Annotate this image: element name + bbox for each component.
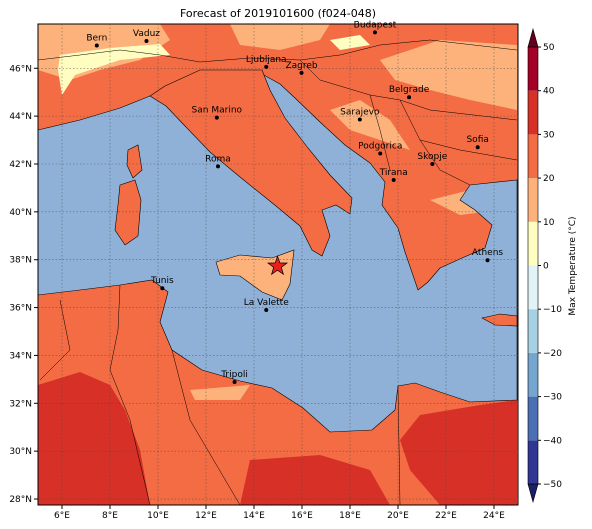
sea (38, 73, 518, 433)
borders (38, 39, 518, 505)
colorbar-segment (528, 265, 538, 310)
title: Forecast of 2019101600 (f024-048) (180, 7, 376, 20)
x-tick-label: 8°E (102, 511, 118, 521)
y-tick-label: 42°N (9, 160, 32, 170)
x-tick-label: 22°E (435, 511, 457, 521)
x-tick-label: 16°E (291, 511, 313, 521)
colorbar-tick-label: 20 (543, 174, 555, 184)
city-label: Belgrade (389, 85, 430, 95)
city-dot (430, 161, 435, 166)
city-dot (391, 178, 396, 183)
city-label: San Marino (192, 106, 243, 116)
colorbar-segment (528, 134, 538, 179)
cool-zone (58, 35, 370, 95)
colorbar-tick-label: −30 (543, 393, 562, 403)
city-dot (232, 379, 237, 384)
colorbar-tick-label: 50 (543, 43, 555, 53)
y-tick-label: 36°N (9, 304, 32, 314)
colorbar-segment (528, 396, 538, 441)
city-dot (216, 164, 220, 169)
city-label: Sarajevo (340, 107, 380, 117)
y-tick-label: 34°N (9, 351, 32, 361)
city-dot (475, 145, 480, 150)
colorbar-segment (528, 221, 538, 266)
y-tick-label: 44°N (9, 112, 32, 122)
corsica (126, 144, 143, 179)
star-marker (266, 255, 289, 276)
y-tick-label: 28°N (9, 495, 32, 505)
city-dot (94, 43, 99, 48)
x-tick-label: 12°E (195, 511, 217, 521)
city-label: Zagreb (285, 61, 317, 71)
colorbar-segment (528, 309, 538, 353)
colorbar-tick-label: 10 (543, 218, 555, 228)
city-label: Vaduz (133, 29, 160, 39)
city-dot (372, 30, 377, 35)
x-tick-label: 14°E (243, 511, 265, 521)
crete (481, 313, 518, 327)
colorbar-label: Max Temperature (°C) (568, 216, 578, 315)
city-label: Athens (472, 248, 503, 258)
city-label: Skopje (417, 152, 447, 162)
colorbar-segment (528, 90, 538, 135)
colorbar-tick-label: −50 (543, 480, 562, 490)
italy (149, 69, 353, 257)
colorbar-tick-label: −10 (543, 305, 562, 315)
city-dot (264, 307, 269, 312)
sardinia (114, 179, 142, 246)
x-tick-label: 18°E (339, 511, 361, 521)
colorbar-under (527, 483, 539, 504)
x-tick-label: 24°E (483, 511, 505, 521)
city-label: Bern (86, 34, 107, 44)
city-dot (144, 38, 149, 43)
map (38, 24, 518, 505)
colorbar-tick-label: 0 (543, 262, 549, 272)
colorbar-tick-label: 30 (543, 130, 555, 140)
y-tick-label: 32°N (9, 399, 32, 409)
city-label: Ljubljana (246, 55, 287, 65)
colorbar-tick-label: −40 (543, 436, 562, 446)
colorbar-segment (528, 47, 538, 91)
colorbar-tick-label: −20 (543, 349, 562, 359)
colorbar-segment (528, 178, 538, 222)
y-tick-label: 40°N (9, 208, 32, 218)
city-label: Tirana (379, 168, 408, 178)
city-label: Podgorica (358, 141, 402, 151)
city-dot (160, 286, 165, 291)
sicily (215, 249, 295, 301)
city-label: Tripoli (220, 370, 248, 380)
y-tick-label: 38°N (9, 256, 32, 266)
hot-zone (38, 372, 517, 505)
colorbar-over (527, 27, 539, 48)
y-tick-label: 30°N (9, 447, 32, 457)
city-label: Sofia (466, 135, 488, 145)
city-dot (378, 151, 383, 156)
city-dot (214, 115, 219, 120)
colorbar-segment (528, 352, 538, 397)
city-dot (357, 117, 362, 122)
city-dot (485, 258, 490, 263)
x-tick-label: 10°E (147, 511, 169, 521)
city-label: Budapest (354, 20, 397, 30)
city-label: Tunis (150, 276, 174, 286)
city-dot (264, 64, 269, 69)
city-dot (407, 95, 412, 100)
city-label: La Valette (244, 298, 289, 308)
city-dot (299, 70, 304, 75)
y-tick-label: 46°N (9, 64, 32, 74)
x-tick-label: 20°E (387, 511, 409, 521)
x-tick-label: 6°E (54, 511, 70, 521)
colorbar-tick-label: 40 (543, 87, 555, 97)
city-label: Roma (205, 154, 231, 164)
map-frame (37, 23, 519, 506)
colorbar-segment (528, 440, 538, 484)
